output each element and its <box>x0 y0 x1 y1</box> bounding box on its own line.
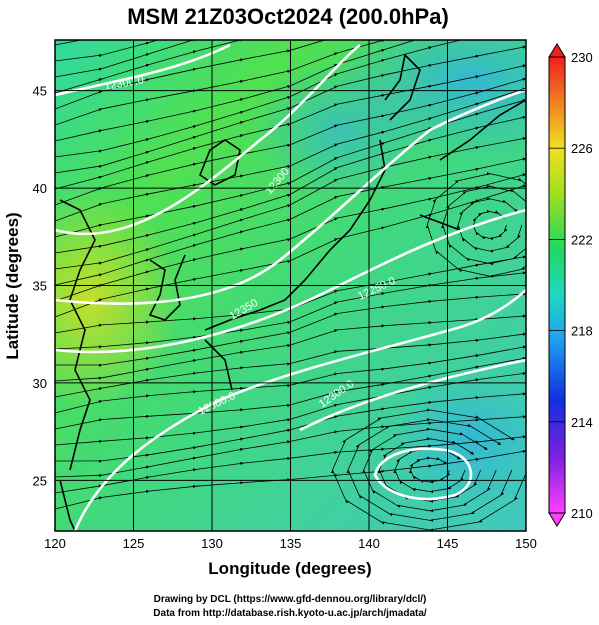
colorbar-tick-label: 226 <box>571 141 593 156</box>
colorbar-tick-labels: 210 214 218 222 226 230 <box>549 50 593 521</box>
y-tick-label: 45 <box>33 84 47 99</box>
colorbar-max-arrow <box>548 43 566 58</box>
y-tick-label: 40 <box>33 181 47 196</box>
warm-region <box>55 190 180 410</box>
y-tick-label: 30 <box>33 376 47 391</box>
streamline <box>425 172 526 278</box>
colorbar: 210 214 218 222 226 230 <box>548 43 593 527</box>
x-tick-label: 120 <box>44 536 66 551</box>
streamline <box>330 408 526 531</box>
y-tick-label: 25 <box>33 473 47 488</box>
x-tick-label: 130 <box>201 536 223 551</box>
x-axis-label: Longitude (degrees) <box>208 559 371 578</box>
colorbar-tick-label: 222 <box>571 232 593 247</box>
x-tick-label: 150 <box>515 536 537 551</box>
graticule <box>55 40 526 531</box>
plot-frame <box>54 39 527 532</box>
colorbar-min-arrow <box>548 512 566 527</box>
x-tick-labels: 120 125 130 135 140 145 150 <box>44 536 537 551</box>
colorbar-bar <box>548 56 566 514</box>
colorbar-tick-label: 214 <box>571 415 593 430</box>
y-axis-label: Latitude (degrees) <box>3 212 22 359</box>
x-tick-label: 145 <box>437 536 459 551</box>
x-tick-label: 135 <box>280 536 302 551</box>
x-tick-label: 125 <box>123 536 145 551</box>
x-tick-label: 140 <box>358 536 380 551</box>
y-tick-label: 35 <box>33 279 47 294</box>
colorbar-tick-label: 218 <box>571 324 593 339</box>
credit-line-2: Data from http://database.rish.kyoto-u.a… <box>153 608 427 619</box>
plot-area: 12300.0 12300 12350 12300.0 12300.0 1225… <box>55 40 526 531</box>
coastlines <box>59 53 526 531</box>
map-title: MSM 21Z03Oct2024 (200.0hPa) <box>127 4 449 29</box>
y-tick-labels: 25 30 35 40 45 <box>33 84 47 489</box>
colorbar-tick-label: 210 <box>571 506 593 521</box>
credit-line-1: Drawing by DCL (https://www.gfd-dennou.o… <box>154 594 427 605</box>
colorbar-tick-label: 230 <box>571 50 593 65</box>
height-contours <box>55 43 526 531</box>
